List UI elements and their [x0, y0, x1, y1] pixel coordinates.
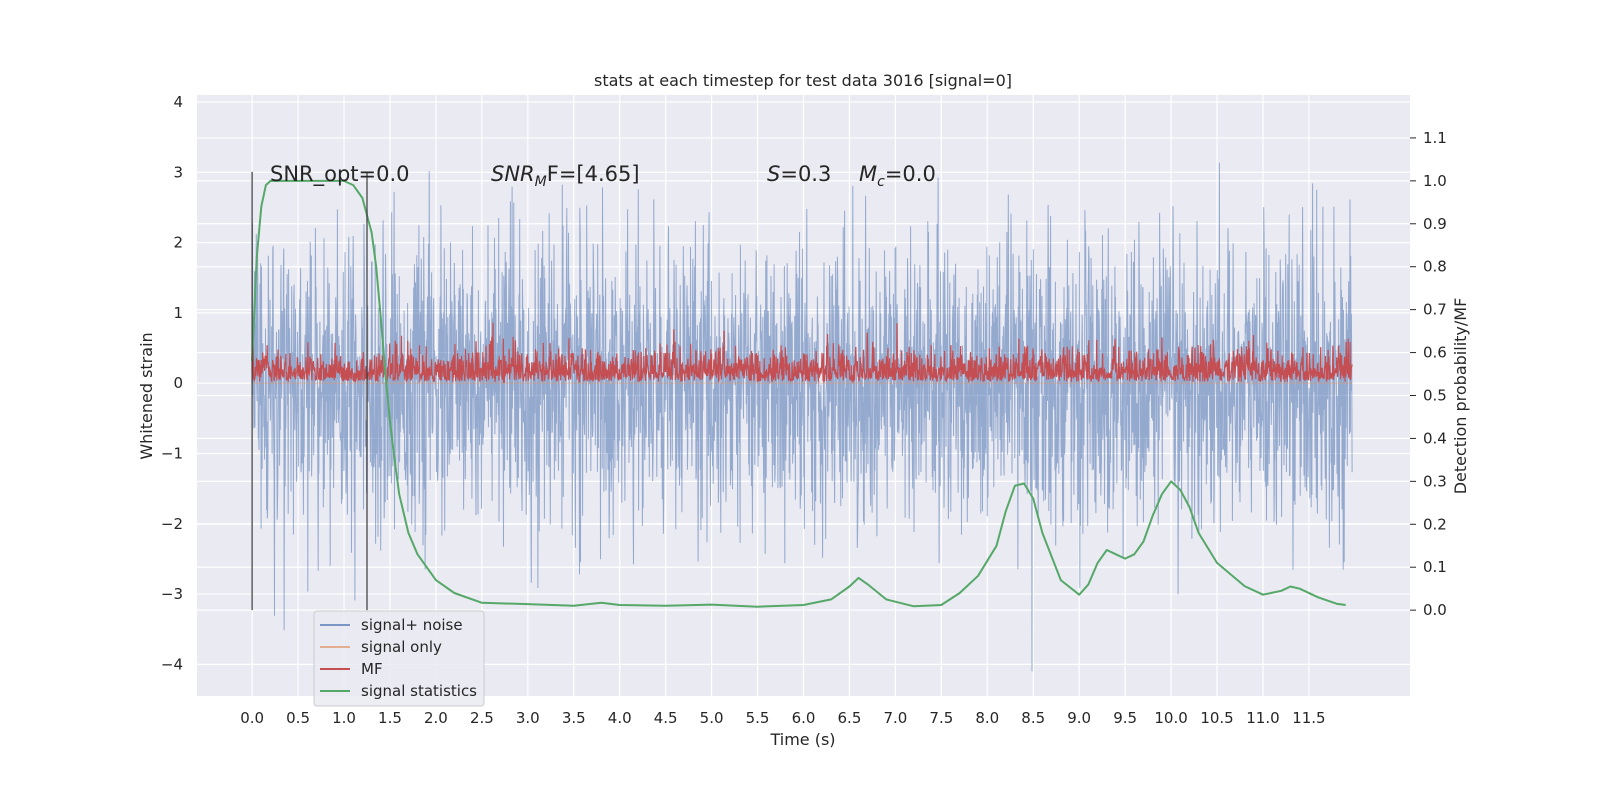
x-tick-label: 3.0 [516, 709, 540, 727]
y-right-tick-label: 0.2 [1423, 515, 1447, 533]
y-right-tick-label: 0.7 [1423, 301, 1447, 319]
x-tick-labels: 0.0 0.5 1.0 1.5 2.0 2.5 3.0 3.5 4.0 4.5 5.0 5.5 6.0 6… [240, 709, 1325, 727]
annotation-snr-mf-symbol: SNR [491, 162, 535, 186]
y-right-axis-label: Detection probability/MF [1451, 298, 1470, 495]
x-tick-label: 4.0 [608, 709, 632, 727]
y-right-tick-label: 0.5 [1423, 387, 1447, 405]
vertical-markers [251, 171, 368, 611]
y-right-tick-label: 0.8 [1423, 258, 1447, 276]
x-tick-label: 7.5 [929, 709, 953, 727]
y-right-tick-label: 0.0 [1423, 601, 1447, 619]
annotation-snr-opt: SNR_opt=0.0 [270, 162, 410, 187]
annotations: SNR_opt=0.0 SNRMF=[4.65] S=0.3 Mc=0.0 [270, 162, 936, 190]
legend-label: MF [361, 660, 383, 678]
annotation-s: S=0.3 [767, 162, 831, 186]
y-right-tick-label: 1.0 [1423, 172, 1447, 190]
y-tick-label: 1 [173, 304, 183, 322]
x-tick-label: 8.5 [1021, 709, 1045, 727]
x-tick-label: 9.5 [1113, 709, 1137, 727]
legend-label: signal+ noise [361, 616, 463, 634]
x-tick-label: 5.0 [700, 709, 724, 727]
annotation-s-symbol: S [767, 162, 780, 186]
y-tick-label: −2 [161, 515, 183, 533]
x-tick-label: 11.0 [1246, 709, 1279, 727]
y-right-tick-label: 0.9 [1423, 215, 1447, 233]
legend-label: signal statistics [361, 682, 477, 700]
x-tick-label: 1.5 [378, 709, 402, 727]
x-tick-label: 8.0 [975, 709, 999, 727]
annotation-s-value: =0.3 [780, 162, 831, 186]
x-tick-label: 10.0 [1154, 709, 1187, 727]
x-tick-label: 5.5 [746, 709, 770, 727]
y-tick-label: −1 [161, 444, 183, 462]
x-tick-label: 2.0 [424, 709, 448, 727]
x-tick-label: 6.5 [838, 709, 862, 727]
x-tick-label: 11.5 [1292, 709, 1325, 727]
x-tick-label: 10.5 [1200, 709, 1233, 727]
x-axis-label: Time (s) [769, 730, 835, 749]
y-tick-label: 3 [173, 163, 183, 181]
y-tick-label: −3 [161, 585, 183, 603]
x-tick-label: 4.5 [654, 709, 678, 727]
x-tick-label: 0.5 [286, 709, 310, 727]
chart-title: stats at each timestep for test data 301… [594, 71, 1012, 90]
x-tick-label: 0.0 [240, 709, 264, 727]
annotation-snr-mf: SNRMF=[4.65] [491, 162, 640, 190]
x-tick-label: 3.5 [562, 709, 586, 727]
x-tick-label: 9.0 [1067, 709, 1091, 727]
x-tick-label: 7.0 [883, 709, 907, 727]
annotation-mc-subscript: c [877, 174, 885, 190]
y-axis-label: Whitened strain [137, 332, 156, 459]
y-right-tick-label: 0.6 [1423, 344, 1447, 362]
series-line-mf [251, 322, 1353, 385]
x-tick-label: 6.0 [792, 709, 816, 727]
y-tick-labels: 4 3 2 1 0 −1 −2 −3 −4 [161, 93, 183, 673]
annotation-mc-value: =0.0 [885, 162, 936, 186]
annotation-snr-mf-value: F=[4.65] [547, 162, 640, 186]
annotation-mc: Mc=0.0 [859, 162, 936, 190]
y-right-tick-label: 1.1 [1423, 129, 1447, 147]
series-line-signal-statistics [251, 179, 1346, 608]
legend-label: signal only [361, 638, 442, 656]
y-right-tick-label: 0.3 [1423, 472, 1447, 490]
y-tick-label: 4 [173, 93, 183, 111]
y-right-tick-label: 0.1 [1423, 558, 1447, 576]
annotation-mc-symbol: M [859, 162, 877, 186]
x-tick-label: 1.0 [332, 709, 356, 727]
series-line-signal-noise [251, 162, 1353, 672]
y-right-tick-labels: 1.1 1.0 0.9 0.8 0.7 0.6 0.5 0.4 0.3 0.2 0.1 0.0 [1410, 129, 1447, 619]
series-layer [251, 162, 1353, 672]
y-tick-label: −4 [161, 655, 183, 673]
legend: signal+ noise signal only MF signal statist… [313, 610, 485, 707]
x-tick-label: 2.5 [470, 709, 494, 727]
y-tick-label: 0 [173, 374, 183, 392]
y-right-tick-label: 0.4 [1423, 429, 1447, 447]
annotation-snr-mf-subscript: M [535, 174, 547, 190]
y-tick-label: 2 [173, 234, 183, 252]
legend-box [313, 610, 485, 707]
